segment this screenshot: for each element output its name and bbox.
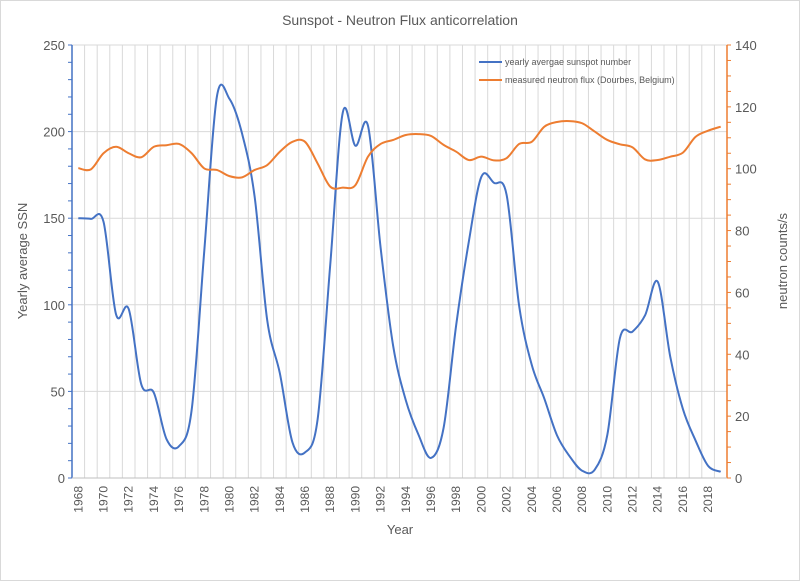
y-tick-label: 150	[43, 211, 65, 226]
x-tick-label: 1984	[273, 486, 287, 513]
x-tick-label: 1980	[222, 486, 236, 513]
legend-label-ssn: yearly avergae sunspot number	[505, 57, 631, 67]
y2-tick-label: 140	[735, 38, 757, 53]
x-tick-label: 2004	[525, 486, 539, 513]
y2-tick-label: 80	[735, 224, 749, 239]
x-tick-label: 2006	[550, 486, 564, 513]
y2-tick-label: 120	[735, 100, 757, 115]
y-tick-label: 0	[58, 471, 65, 486]
x-tick-label: 2002	[500, 486, 514, 513]
y-tick-label: 100	[43, 298, 65, 313]
series-line-sunspot	[78, 83, 722, 475]
x-tick-label: 1986	[298, 486, 312, 513]
y2-tick-label: 40	[735, 347, 749, 362]
y-tick-label: 200	[43, 125, 65, 140]
y2-tick-label: 100	[735, 162, 757, 177]
y2-tick-label: 60	[735, 285, 749, 300]
x-tick-label: 2012	[626, 486, 640, 513]
x-tick-label: 1998	[449, 486, 463, 513]
x-tick-label: 1982	[248, 486, 262, 513]
x-tick-label: 2016	[676, 486, 690, 513]
y2-axis-title: neutron counts/s	[775, 212, 790, 309]
y-tick-label: 50	[51, 384, 65, 399]
x-tick-label: 1978	[197, 486, 211, 513]
x-tick-label: 2008	[575, 486, 589, 513]
series-line-neutron	[78, 120, 722, 190]
legend: yearly avergae sunspot number measured n…	[479, 57, 675, 85]
legend-label-neutron: measured neutron flux (Dourbes, Belgium)	[505, 75, 675, 85]
x-tick-label: 1992	[374, 486, 388, 513]
x-tick-label: 2010	[600, 486, 614, 513]
x-tick-label: 1970	[96, 486, 110, 513]
x-tick-label: 1976	[172, 486, 186, 513]
x-tick-label: 2014	[651, 486, 665, 513]
x-tick-label: 2018	[701, 486, 715, 513]
x-tick-label: 1972	[122, 486, 136, 513]
y2-tick-label: 0	[735, 471, 742, 486]
x-tick-label: 1974	[147, 486, 161, 513]
chart-title: Sunspot - Neutron Flux anticorrelation	[282, 12, 518, 28]
x-tick-label: 1990	[348, 486, 362, 513]
y-axis-title: Yearly average SSN	[15, 203, 30, 320]
y-tick-label: 250	[43, 38, 65, 53]
x-tick-label: 1968	[71, 486, 85, 513]
x-tick-label: 1988	[323, 486, 337, 513]
y2-tick-label: 20	[735, 409, 749, 424]
x-tick-label: 1994	[399, 486, 413, 513]
x-tick-label: 1996	[424, 486, 438, 513]
x-tick-label: 2000	[474, 486, 488, 513]
x-axis-title: Year	[387, 522, 414, 537]
